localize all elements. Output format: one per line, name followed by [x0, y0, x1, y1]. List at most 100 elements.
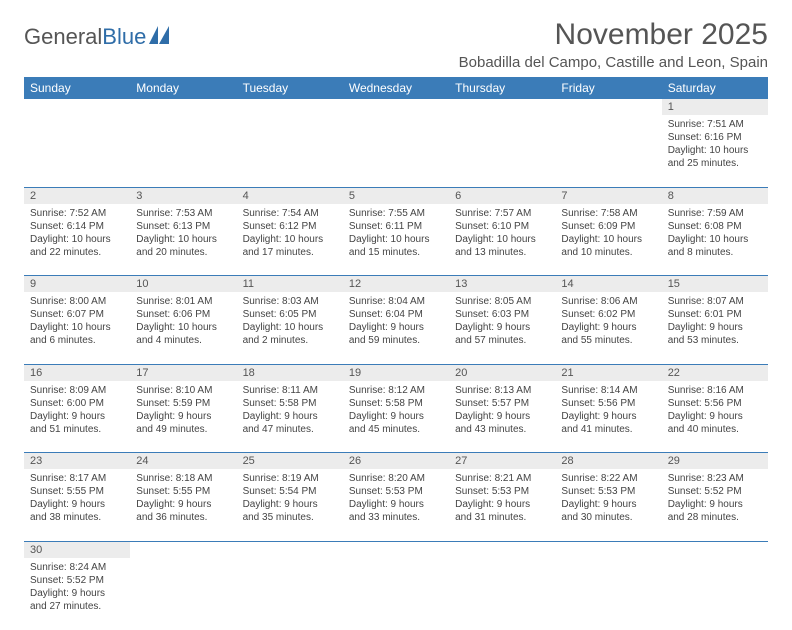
- daylight-text: Daylight: 9 hours and 38 minutes.: [30, 498, 124, 524]
- daylight-text: Daylight: 9 hours and 53 minutes.: [668, 321, 762, 347]
- sunrise-text: Sunrise: 8:04 AM: [349, 295, 443, 308]
- day-cell: Sunrise: 8:03 AMSunset: 6:05 PMDaylight:…: [237, 292, 343, 364]
- sunset-text: Sunset: 5:58 PM: [243, 397, 337, 410]
- sunset-text: Sunset: 6:16 PM: [668, 131, 762, 144]
- sunset-text: Sunset: 5:52 PM: [30, 574, 124, 587]
- sunset-text: Sunset: 5:53 PM: [455, 485, 549, 498]
- sunset-text: Sunset: 5:58 PM: [349, 397, 443, 410]
- weekday-header: Monday: [130, 77, 236, 99]
- logo-blue: Blue: [102, 24, 146, 50]
- daylight-text: Daylight: 10 hours and 13 minutes.: [455, 233, 549, 259]
- sunrise-text: Sunrise: 8:00 AM: [30, 295, 124, 308]
- week-row: Sunrise: 7:51 AMSunset: 6:16 PMDaylight:…: [24, 115, 768, 187]
- sunrise-text: Sunrise: 8:17 AM: [30, 472, 124, 485]
- day-cell: Sunrise: 8:01 AMSunset: 6:06 PMDaylight:…: [130, 292, 236, 364]
- daynum-row: 16171819202122: [24, 364, 768, 381]
- day-number: 30: [24, 541, 130, 558]
- day-cell: Sunrise: 7:54 AMSunset: 6:12 PMDaylight:…: [237, 204, 343, 276]
- sunset-text: Sunset: 5:55 PM: [30, 485, 124, 498]
- logo: GeneralBlue: [24, 24, 175, 50]
- sunrise-text: Sunrise: 8:19 AM: [243, 472, 337, 485]
- daylight-text: Daylight: 9 hours and 57 minutes.: [455, 321, 549, 347]
- week-row: Sunrise: 8:00 AMSunset: 6:07 PMDaylight:…: [24, 292, 768, 364]
- day-cell: Sunrise: 8:09 AMSunset: 6:00 PMDaylight:…: [24, 381, 130, 453]
- day-number: [130, 541, 236, 558]
- sunrise-text: Sunrise: 8:24 AM: [30, 561, 124, 574]
- day-number: 12: [343, 276, 449, 293]
- day-cell: Sunrise: 7:57 AMSunset: 6:10 PMDaylight:…: [449, 204, 555, 276]
- day-number: 21: [555, 364, 661, 381]
- sunset-text: Sunset: 6:08 PM: [668, 220, 762, 233]
- sunset-text: Sunset: 6:10 PM: [455, 220, 549, 233]
- day-cell: Sunrise: 7:58 AMSunset: 6:09 PMDaylight:…: [555, 204, 661, 276]
- day-number: 3: [130, 187, 236, 204]
- day-cell: Sunrise: 8:20 AMSunset: 5:53 PMDaylight:…: [343, 469, 449, 541]
- week-row: Sunrise: 8:17 AMSunset: 5:55 PMDaylight:…: [24, 469, 768, 541]
- daylight-text: Daylight: 9 hours and 45 minutes.: [349, 410, 443, 436]
- day-number: 8: [662, 187, 768, 204]
- sunset-text: Sunset: 6:01 PM: [668, 308, 762, 321]
- weekday-header: Thursday: [449, 77, 555, 99]
- sunset-text: Sunset: 6:00 PM: [30, 397, 124, 410]
- sunrise-text: Sunrise: 8:10 AM: [136, 384, 230, 397]
- daylight-text: Daylight: 9 hours and 31 minutes.: [455, 498, 549, 524]
- daylight-text: Daylight: 9 hours and 35 minutes.: [243, 498, 337, 524]
- sunrise-text: Sunrise: 7:54 AM: [243, 207, 337, 220]
- day-cell: Sunrise: 8:06 AMSunset: 6:02 PMDaylight:…: [555, 292, 661, 364]
- daylight-text: Daylight: 10 hours and 8 minutes.: [668, 233, 762, 259]
- week-row: Sunrise: 8:09 AMSunset: 6:00 PM Daylight:…: [24, 381, 768, 453]
- day-cell: Sunrise: 8:00 AMSunset: 6:07 PMDaylight:…: [24, 292, 130, 364]
- day-number: 6: [449, 187, 555, 204]
- week-row: Sunrise: 7:52 AMSunset: 6:14 PMDaylight:…: [24, 204, 768, 276]
- day-number: [130, 99, 236, 115]
- day-number: 11: [237, 276, 343, 293]
- sunrise-text: Sunrise: 7:57 AM: [455, 207, 549, 220]
- sunset-text: Sunset: 6:11 PM: [349, 220, 443, 233]
- day-cell: Sunrise: 8:11 AMSunset: 5:58 PMDaylight:…: [237, 381, 343, 453]
- sunset-text: Sunset: 6:05 PM: [243, 308, 337, 321]
- day-number: [24, 99, 130, 115]
- day-number: 27: [449, 453, 555, 470]
- daylight-text: Daylight: 9 hours and 59 minutes.: [349, 321, 443, 347]
- daylight-text: Daylight: 9 hours and 49 minutes.: [136, 410, 230, 436]
- day-cell: [237, 558, 343, 630]
- sunrise-text: Sunrise: 8:21 AM: [455, 472, 549, 485]
- day-number: 19: [343, 364, 449, 381]
- day-cell: [555, 115, 661, 187]
- weekday-header-row: Sunday Monday Tuesday Wednesday Thursday…: [24, 77, 768, 99]
- day-cell: Sunrise: 8:04 AMSunset: 6:04 PMDaylight:…: [343, 292, 449, 364]
- sunrise-text: Sunrise: 8:09 AM: [30, 384, 124, 397]
- daylight-text: Daylight: 10 hours and 25 minutes.: [668, 144, 762, 170]
- day-number: [555, 99, 661, 115]
- daynum-row: 2345678: [24, 187, 768, 204]
- day-cell: Sunrise: 8:23 AMSunset: 5:52 PMDaylight:…: [662, 469, 768, 541]
- daylight-text: Daylight: 10 hours and 10 minutes.: [561, 233, 655, 259]
- sunset-text: Sunset: 5:59 PM: [136, 397, 230, 410]
- day-cell: [343, 558, 449, 630]
- sunset-text: Sunset: 6:07 PM: [30, 308, 124, 321]
- sunset-text: Sunset: 6:04 PM: [349, 308, 443, 321]
- daylight-text: Daylight: 9 hours and 30 minutes.: [561, 498, 655, 524]
- sunrise-text: Sunrise: 8:16 AM: [668, 384, 762, 397]
- day-number: 1: [662, 99, 768, 115]
- sunset-text: Sunset: 5:52 PM: [668, 485, 762, 498]
- day-cell: Sunrise: 8:19 AMSunset: 5:54 PMDaylight:…: [237, 469, 343, 541]
- day-number: [449, 541, 555, 558]
- sunset-text: Sunset: 5:53 PM: [349, 485, 443, 498]
- day-number: 25: [237, 453, 343, 470]
- week-row: Sunrise: 8:24 AMSunset: 5:52 PMDaylight:…: [24, 558, 768, 630]
- day-number: [237, 99, 343, 115]
- daylight-text: Daylight: 9 hours and 40 minutes.: [668, 410, 762, 436]
- day-number: [343, 99, 449, 115]
- sunrise-text: Sunrise: 8:11 AM: [243, 384, 337, 397]
- day-number: 28: [555, 453, 661, 470]
- daylight-text: Daylight: 10 hours and 6 minutes.: [30, 321, 124, 347]
- day-number: 4: [237, 187, 343, 204]
- day-number: 18: [237, 364, 343, 381]
- day-number: 24: [130, 453, 236, 470]
- day-number: 2: [24, 187, 130, 204]
- daylight-text: Daylight: 10 hours and 22 minutes.: [30, 233, 124, 259]
- day-number: 16: [24, 364, 130, 381]
- sunset-text: Sunset: 6:06 PM: [136, 308, 230, 321]
- sunrise-text: Sunrise: 8:22 AM: [561, 472, 655, 485]
